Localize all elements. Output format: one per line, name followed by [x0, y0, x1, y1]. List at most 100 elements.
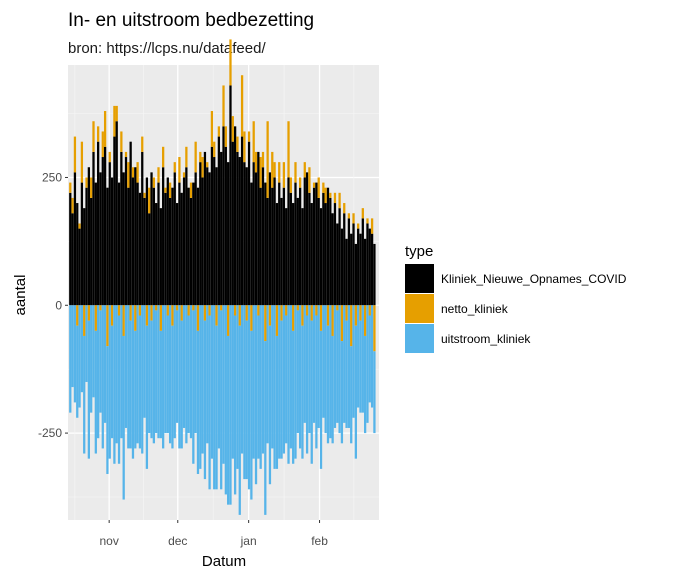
bar-Kliniek_Nieuwe_Opnames_COVID — [312, 187, 316, 306]
bar-netto_kliniek — [220, 305, 223, 311]
bar-netto_kliniek — [296, 305, 299, 311]
bar-uitstroom_kliniek — [196, 330, 200, 474]
legend: type Kliniek_Nieuwe_Opnames_COVID netto_k… — [405, 243, 627, 353]
bar-netto_kliniek — [110, 305, 114, 326]
bar-uitstroom_kliniek — [215, 325, 218, 490]
bar-netto_kliniek — [136, 162, 139, 183]
bar-netto_kliniek — [201, 157, 204, 178]
bar-netto_kliniek — [134, 305, 137, 331]
bar-uitstroom_kliniek — [175, 310, 179, 423]
bar-uitstroom_kliniek — [350, 346, 353, 444]
bar-netto_kliniek — [268, 305, 272, 326]
bar-uitstroom_kliniek — [368, 315, 371, 403]
bar-netto_kliniek — [213, 141, 216, 158]
bar-netto_kliniek — [192, 305, 195, 311]
bar-Kliniek_Nieuwe_Opnames_COVID — [192, 182, 195, 306]
bar-netto_kliniek — [278, 162, 281, 183]
bar-Kliniek_Nieuwe_Opnames_COVID — [196, 187, 200, 306]
bar-netto_kliniek — [354, 305, 357, 326]
bar-Kliniek_Nieuwe_Opnames_COVID — [92, 151, 95, 306]
bar-uitstroom_kliniek — [357, 305, 360, 408]
bar-Kliniek_Nieuwe_Opnames_COVID — [166, 177, 169, 306]
bar-Kliniek_Nieuwe_Opnames_COVID — [370, 233, 374, 306]
bar-netto_kliniek — [189, 182, 193, 198]
bar-Kliniek_Nieuwe_Opnames_COVID — [217, 136, 221, 306]
bar-netto_kliniek — [173, 162, 176, 173]
bar-Kliniek_Nieuwe_Opnames_COVID — [157, 182, 160, 306]
bar-Kliniek_Nieuwe_Opnames_COVID — [120, 151, 123, 306]
legend-key — [405, 324, 434, 353]
bar-netto_kliniek — [227, 305, 230, 336]
bar-uitstroom_kliniek — [329, 305, 332, 439]
bar-Kliniek_Nieuwe_Opnames_COVID — [366, 223, 369, 306]
bar-netto_kliniek — [224, 126, 227, 147]
bar-uitstroom_kliniek — [80, 305, 84, 393]
bar-netto_kliniek — [315, 305, 318, 316]
bar-Kliniek_Nieuwe_Opnames_COVID — [182, 177, 186, 306]
x-tick-label: dec — [168, 534, 187, 548]
bar-uitstroom_kliniek — [271, 305, 274, 449]
bar-Kliniek_Nieuwe_Opnames_COVID — [310, 203, 313, 306]
bar-uitstroom_kliniek — [141, 305, 144, 454]
bar-Kliniek_Nieuwe_Opnames_COVID — [347, 218, 351, 306]
bar-uitstroom_kliniek — [245, 320, 248, 480]
bar-uitstroom_kliniek — [224, 305, 227, 495]
bar-netto_kliniek — [164, 187, 167, 193]
bar-uitstroom_kliniek — [171, 325, 174, 449]
bar-netto_kliniek — [208, 305, 211, 316]
bar-Kliniek_Nieuwe_Opnames_COVID — [301, 208, 304, 306]
bar-Kliniek_Nieuwe_Opnames_COVID — [122, 172, 125, 306]
bar-uitstroom_kliniek — [168, 305, 172, 444]
bar-uitstroom_kliniek — [185, 305, 188, 444]
bar-uitstroom_kliniek — [108, 305, 111, 459]
bar-Kliniek_Nieuwe_Opnames_COVID — [259, 187, 262, 306]
bar-netto_kliniek — [157, 167, 160, 183]
bar-Kliniek_Nieuwe_Opnames_COVID — [80, 182, 84, 306]
bar-netto_kliniek — [166, 305, 169, 316]
bar-Kliniek_Nieuwe_Opnames_COVID — [333, 203, 337, 306]
bar-Kliniek_Nieuwe_Opnames_COVID — [373, 243, 376, 306]
bar-Kliniek_Nieuwe_Opnames_COVID — [155, 203, 158, 306]
bar-netto_kliniek — [319, 305, 323, 331]
bar-uitstroom_kliniek — [117, 315, 121, 464]
bar-Kliniek_Nieuwe_Opnames_COVID — [331, 213, 334, 306]
bar-Kliniek_Nieuwe_Opnames_COVID — [141, 151, 144, 306]
bar-uitstroom_kliniek — [150, 320, 153, 439]
bar-uitstroom_kliniek — [143, 305, 146, 418]
x-axis-title: Datum — [202, 553, 246, 570]
bar-uitstroom_kliniek — [254, 305, 258, 485]
bar-uitstroom_kliniek — [310, 320, 313, 464]
bar-Kliniek_Nieuwe_Opnames_COVID — [252, 162, 255, 306]
bar-netto_kliniek — [240, 75, 244, 137]
bar-netto_kliniek — [310, 305, 313, 321]
bar-netto_kliniek — [250, 305, 253, 331]
bar-netto_kliniek — [257, 305, 260, 316]
bar-uitstroom_kliniek — [83, 335, 86, 454]
bar-Kliniek_Nieuwe_Opnames_COVID — [364, 238, 367, 306]
bar-netto_kliniek — [305, 305, 309, 316]
bar-uitstroom_kliniek — [110, 325, 114, 439]
bar-netto_kliniek — [99, 305, 102, 311]
bar-Kliniek_Nieuwe_Opnames_COVID — [127, 187, 130, 306]
bar-netto_kliniek — [317, 177, 320, 198]
bar-uitstroom_kliniek — [213, 305, 216, 490]
bar-Kliniek_Nieuwe_Opnames_COVID — [345, 238, 348, 306]
bars — [69, 39, 376, 515]
bar-Kliniek_Nieuwe_Opnames_COVID — [143, 197, 146, 306]
bar-uitstroom_kliniek — [73, 305, 77, 403]
bar-Kliniek_Nieuwe_Opnames_COVID — [292, 203, 295, 306]
bar-uitstroom_kliniek — [294, 305, 297, 459]
bar-netto_kliniek — [275, 305, 279, 336]
bar-netto_kliniek — [94, 305, 97, 331]
bar-uitstroom_kliniek — [345, 320, 348, 428]
bar-Kliniek_Nieuwe_Opnames_COVID — [208, 172, 211, 306]
bar-uitstroom_kliniek — [134, 330, 137, 449]
bar-uitstroom_kliniek — [115, 305, 118, 444]
bar-uitstroom_kliniek — [138, 315, 142, 449]
bar-uitstroom_kliniek — [285, 315, 288, 444]
bar-uitstroom_kliniek — [354, 325, 357, 459]
bar-uitstroom_kliniek — [227, 335, 230, 505]
bar-uitstroom_kliniek — [319, 330, 323, 469]
bar-Kliniek_Nieuwe_Opnames_COVID — [247, 141, 251, 306]
bar-uitstroom_kliniek — [229, 305, 232, 505]
